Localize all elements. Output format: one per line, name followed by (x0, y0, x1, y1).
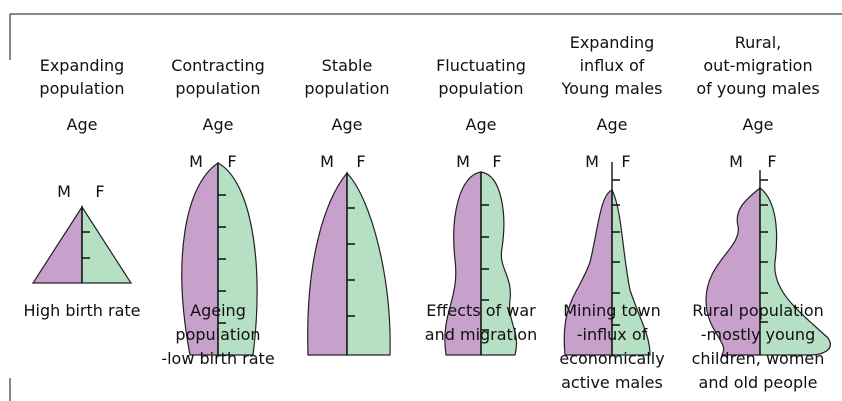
caption: -mostly young (701, 325, 815, 344)
column-title: population (438, 79, 523, 98)
column-title: population (175, 79, 260, 98)
caption: economically (559, 349, 664, 368)
caption: Effects of war (426, 301, 536, 320)
caption: population (175, 325, 260, 344)
column-title: population (39, 79, 124, 98)
column-title: Fluctuating (436, 56, 526, 75)
female-label: F (492, 152, 501, 171)
age-label: Age (67, 115, 98, 134)
female-label: F (356, 152, 365, 171)
column-title: Stable (322, 56, 373, 75)
male-label: M (456, 152, 470, 171)
caption: Rural population (692, 301, 824, 320)
female-label: F (227, 152, 236, 171)
column-title: influx of (580, 56, 645, 75)
column-title: population (304, 79, 389, 98)
column-title: Young males (561, 79, 663, 98)
column-title: Contracting (171, 56, 265, 75)
age-label: Age (332, 115, 363, 134)
pyramid (181, 161, 258, 356)
male-label: M (729, 152, 743, 171)
male-label: M (189, 152, 203, 171)
pyramid (444, 171, 517, 356)
column-title: Expanding (40, 56, 125, 75)
female-label: F (95, 182, 104, 201)
column-title: Rural, (735, 33, 781, 52)
caption: children, women (692, 349, 825, 368)
column-title: out-migration (703, 56, 812, 75)
pyramid (307, 171, 391, 356)
pyramid (31, 204, 133, 284)
female-label: F (621, 152, 630, 171)
female-label: F (767, 152, 776, 171)
age-label: Age (743, 115, 774, 134)
age-label: Age (466, 115, 497, 134)
pyramid (563, 162, 651, 356)
caption: -low birth rate (161, 349, 274, 368)
caption: -influx of (577, 325, 648, 344)
caption: Ageing (190, 301, 246, 320)
age-label: Age (597, 115, 628, 134)
caption: Mining town (563, 301, 661, 320)
caption: High birth rate (23, 301, 140, 320)
male-label: M (57, 182, 71, 201)
caption: and old people (699, 373, 818, 392)
caption: active males (561, 373, 663, 392)
caption: and migration (425, 325, 537, 344)
male-label: M (585, 152, 599, 171)
column-title: of young males (696, 79, 819, 98)
age-label: Age (203, 115, 234, 134)
male-label: M (320, 152, 334, 171)
pyramid (705, 170, 831, 356)
column-title: Expanding (570, 33, 655, 52)
